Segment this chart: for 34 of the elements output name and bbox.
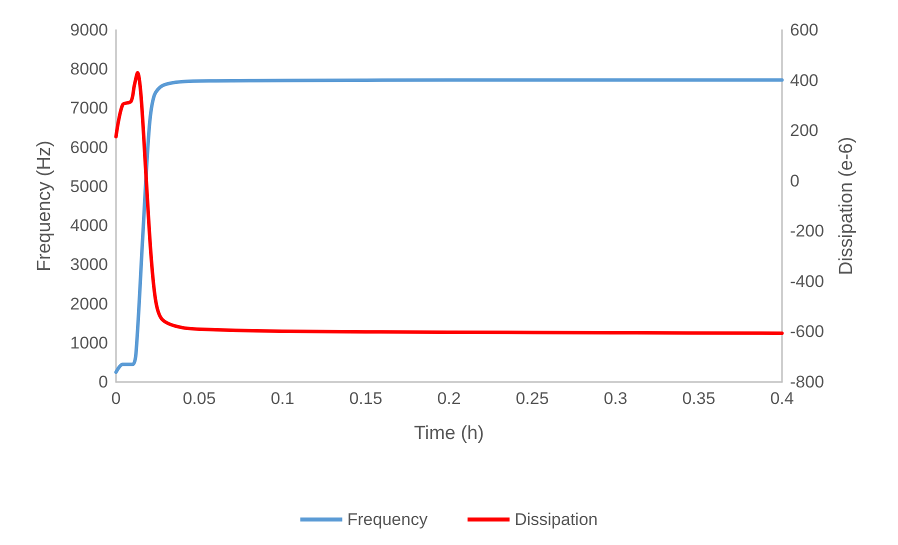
x-axis-title: Time (h) — [414, 423, 484, 444]
x-tick-label: 0.25 — [516, 389, 549, 408]
x-tick-label: 0.2 — [437, 389, 461, 408]
x-tick-label: 0 — [111, 389, 121, 408]
y-tick-label: 7000 — [70, 98, 108, 118]
y2-tick-label: 0 — [790, 171, 800, 190]
y-tick-label: 3000 — [70, 255, 108, 274]
y2-tick-label: 200 — [790, 121, 818, 140]
x-tick-label: 0.05 — [182, 389, 216, 408]
y2-tick-label: -800 — [790, 372, 824, 392]
y2-tick-label: -400 — [790, 272, 824, 291]
y2-axis-title: Dissipation (e-6) — [836, 136, 857, 276]
y-tick-label: 1000 — [70, 333, 108, 352]
y-tick-label: 4000 — [70, 216, 108, 236]
x-tick-label: 0.1 — [270, 389, 294, 408]
y-tick-label: 8000 — [70, 60, 108, 79]
y-tick-label: 9000 — [70, 20, 108, 40]
x-tick-label: 0.3 — [604, 389, 628, 408]
y-tick-label: 6000 — [70, 138, 108, 157]
y-tick-label: 5000 — [70, 176, 108, 196]
y2-tick-label: 600 — [790, 20, 818, 40]
x-tick-label: 0.15 — [349, 389, 382, 408]
legend-label: Frequency — [347, 510, 428, 529]
y2-tick-label: 400 — [790, 70, 818, 90]
line-series — [114, 70, 784, 335]
y2-tick-label: -600 — [790, 322, 824, 342]
y-tick-label: 2000 — [70, 294, 108, 314]
legend-label: Dissipation — [514, 510, 598, 529]
y2-tick-label: -200 — [790, 222, 824, 241]
line-series — [114, 78, 784, 374]
y-axis-title: Frequency (Hz) — [34, 140, 55, 272]
y-tick-label: 0 — [98, 372, 108, 392]
x-tick-label: 0.4 — [770, 389, 794, 408]
x-tick-label: 0.35 — [682, 389, 716, 408]
